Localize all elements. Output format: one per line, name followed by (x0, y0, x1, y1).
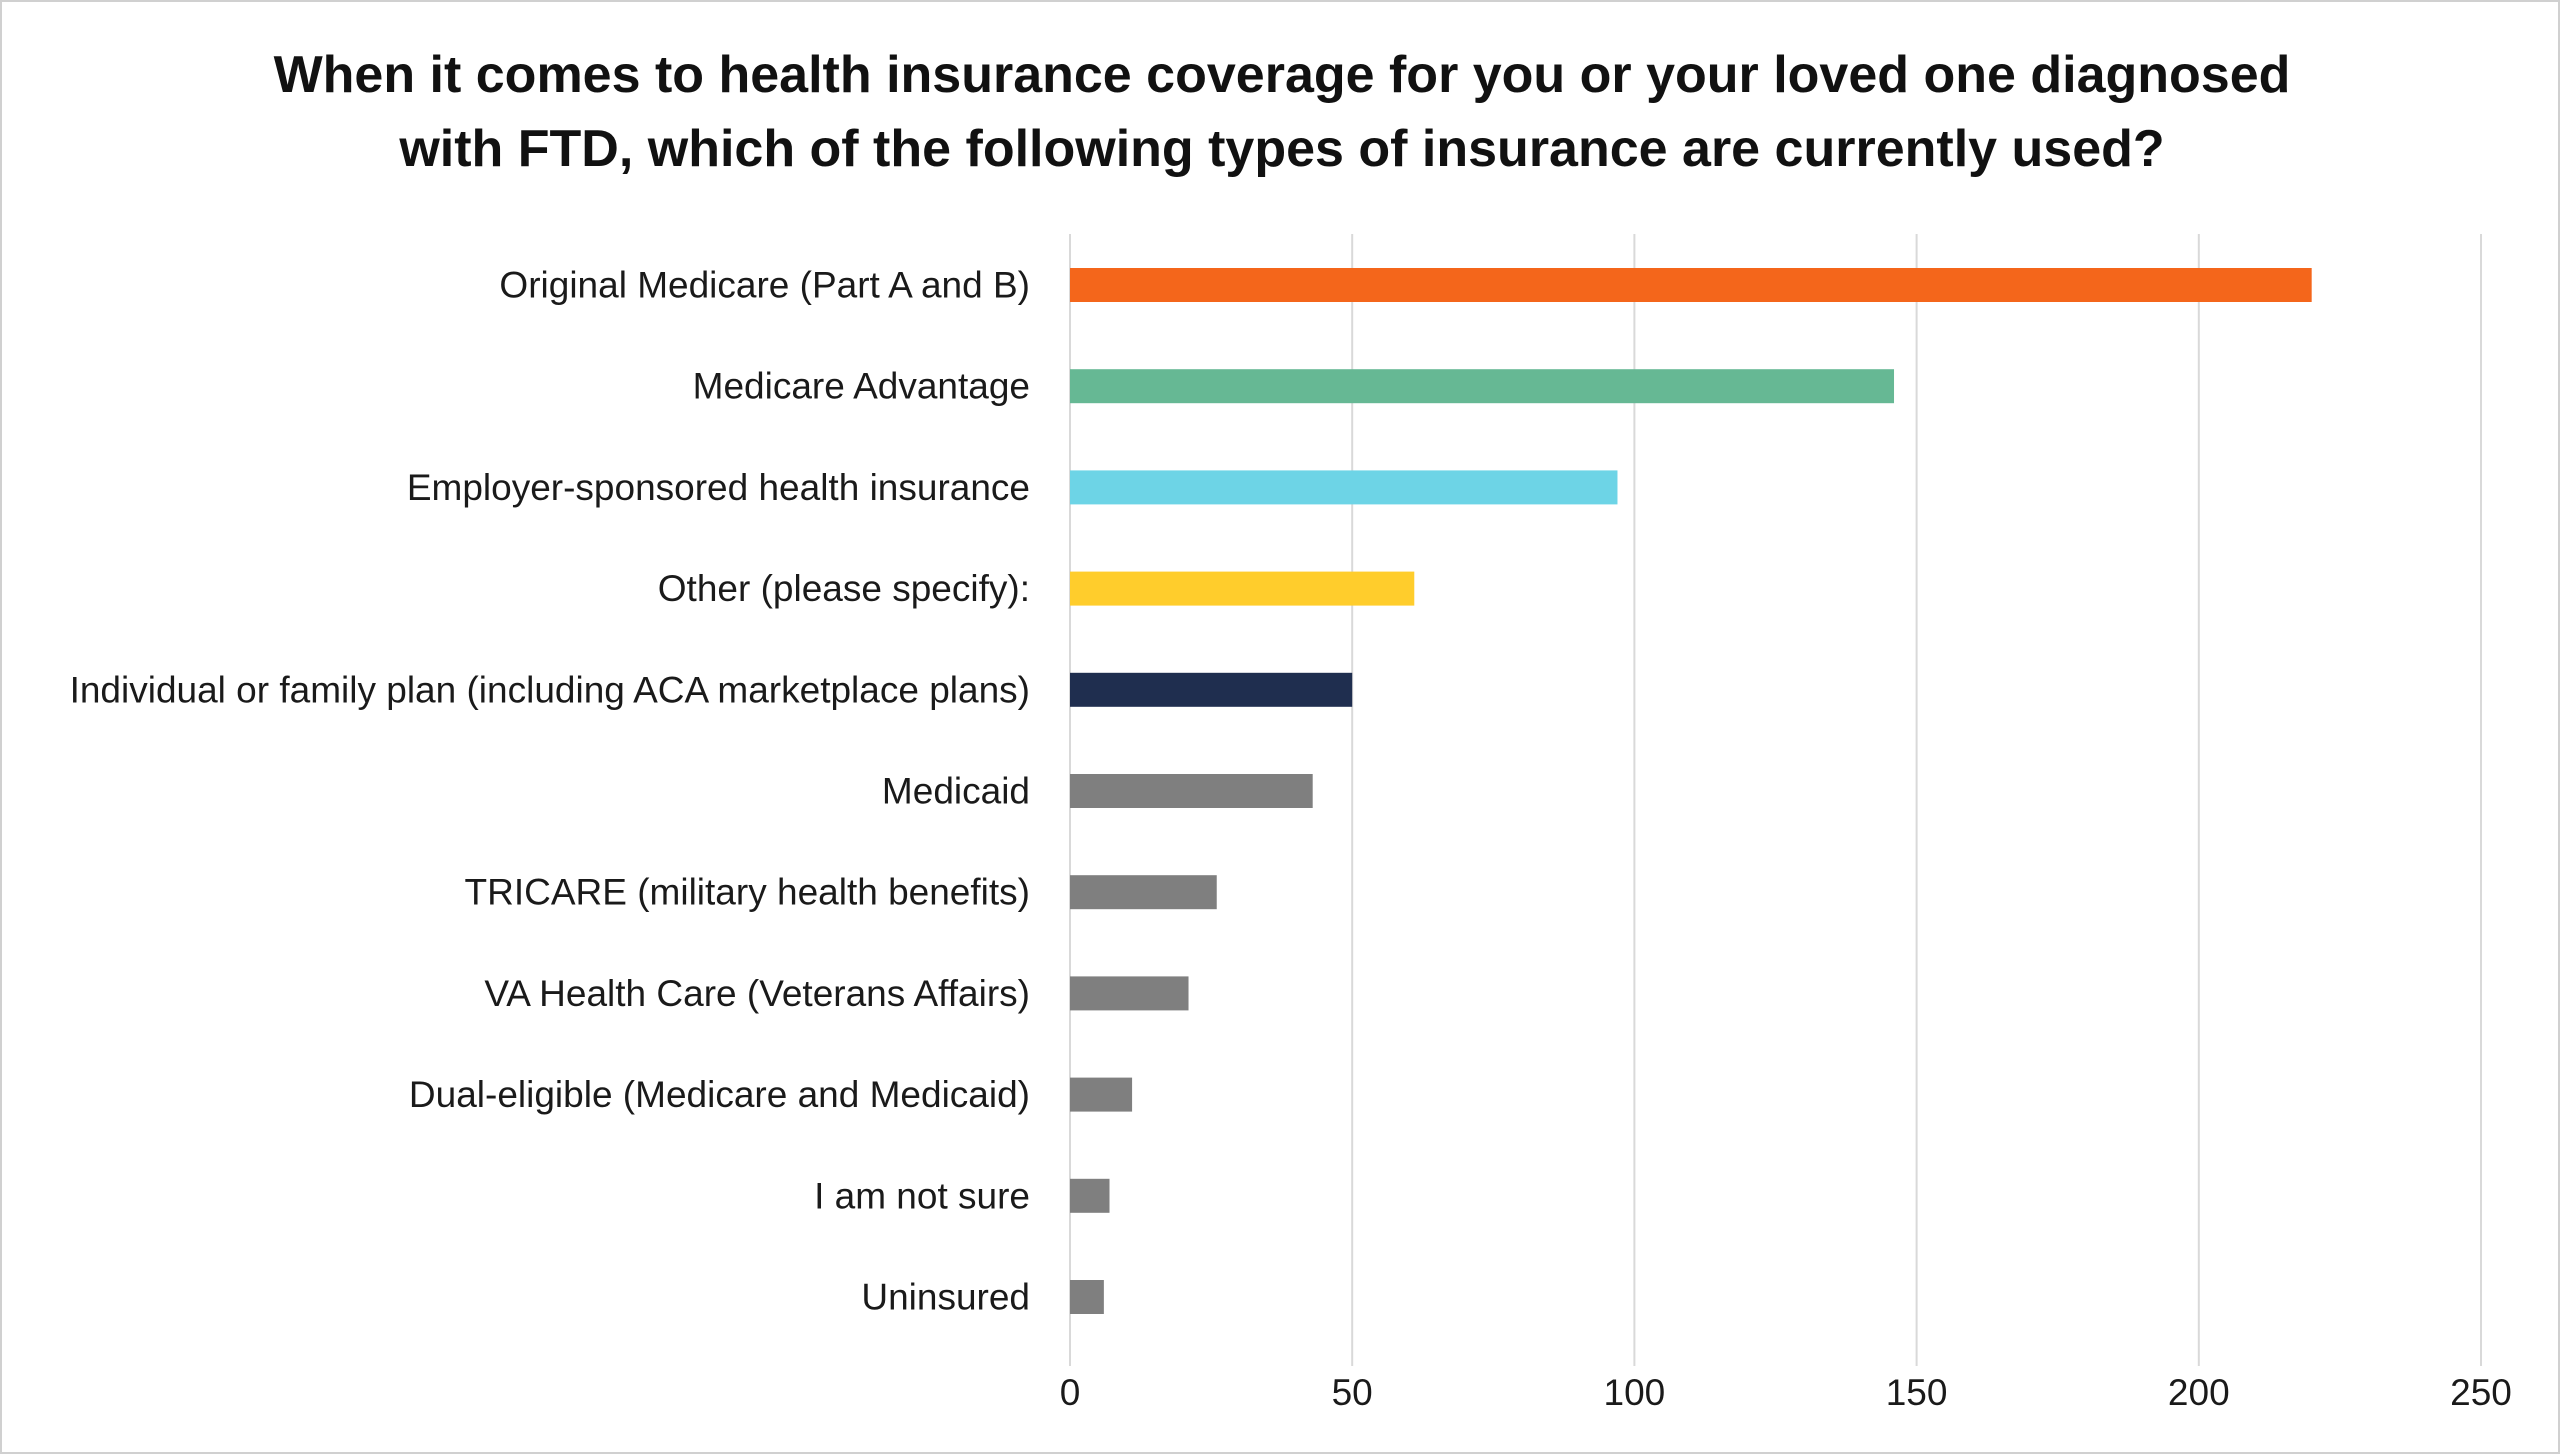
bar (1070, 369, 1895, 404)
x-tick-label: 250 (2450, 1372, 2512, 1413)
category-label: Dual-eligible (Medicare and Medicaid) (409, 1074, 1030, 1115)
bar (1070, 571, 1415, 606)
bar (1070, 268, 2312, 302)
category-label: I am not sure (814, 1175, 1030, 1216)
category-label: VA Health Care (Veterans Affairs) (484, 973, 1030, 1014)
category-label: TRICARE (military health benefits) (465, 872, 1030, 913)
bar (1070, 774, 1313, 808)
category-label: Medicare Advantage (693, 366, 1030, 407)
bar (1070, 976, 1189, 1011)
chart-title-line-1: When it comes to health insurance covera… (273, 46, 2291, 104)
x-tick-label: 150 (1886, 1372, 1948, 1413)
chart-title-line-2: with FTD, which of the following types o… (399, 120, 2165, 178)
category-label: Medicaid (882, 771, 1030, 812)
bar (1070, 1077, 1133, 1112)
bar (1070, 672, 1353, 707)
bar (1070, 875, 1217, 910)
category-label: Employer-sponsored health insurance (407, 467, 1030, 508)
category-label: Uninsured (861, 1277, 1030, 1318)
bar (1070, 1178, 1110, 1213)
bars (1070, 268, 2312, 1314)
category-labels: Original Medicare (Part A and B) Medicare… (70, 265, 1030, 1318)
bar (1070, 470, 1618, 505)
chart-title: When it comes to health insurance covera… (202, 38, 2362, 186)
category-label: Original Medicare (Part A and B) (499, 265, 1030, 306)
category-label: Individual or family plan (including ACA… (70, 669, 1030, 710)
category-label: Other (please specify): (658, 568, 1030, 609)
bar (1070, 1280, 1104, 1314)
x-axis-tick-labels: 0 50 100 150 200 250 (1060, 1372, 2512, 1413)
x-tick-label: 0 (1060, 1372, 1081, 1413)
x-tick-label: 50 (1332, 1372, 1373, 1413)
x-tick-label: 100 (1604, 1372, 1666, 1413)
x-tick-label: 200 (2168, 1372, 2230, 1413)
